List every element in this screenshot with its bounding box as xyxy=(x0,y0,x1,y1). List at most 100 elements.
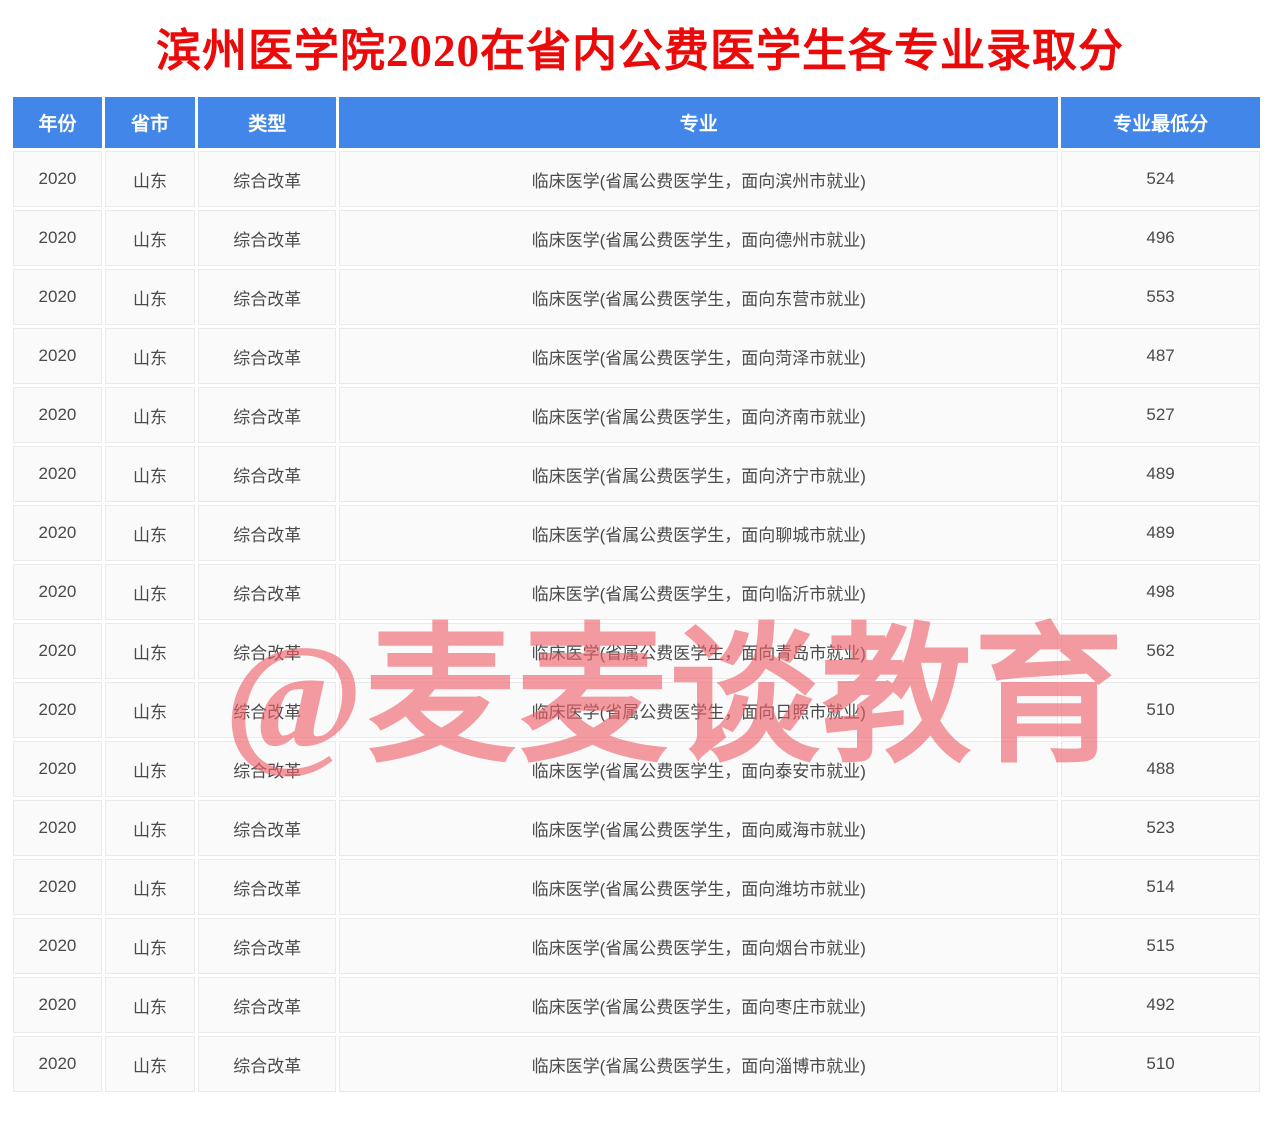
header-row: 年份 省市 类型 专业 专业最低分 xyxy=(13,97,1260,148)
cell-type: 综合改革 xyxy=(198,977,337,1033)
table-row: 2020 山东 综合改革 临床医学(省属公费医学生，面向滨州市就业) 524 xyxy=(13,151,1260,207)
cell-province: 山东 xyxy=(104,564,196,620)
table-row: 2020 山东 综合改革 临床医学(省属公费医学生，面向日照市就业) 510 xyxy=(13,682,1260,738)
cell-score: 492 xyxy=(1061,977,1260,1033)
cell-year: 2020 xyxy=(13,800,102,856)
cell-type: 综合改革 xyxy=(198,269,337,325)
cell-score: 487 xyxy=(1061,328,1260,384)
cell-year: 2020 xyxy=(13,564,102,620)
table-row: 2020 山东 综合改革 临床医学(省属公费医学生，面向威海市就业) 523 xyxy=(13,800,1260,856)
table-body: 2020 山东 综合改革 临床医学(省属公费医学生，面向滨州市就业) 524 2020 山东… xyxy=(13,151,1260,1092)
cell-score: 514 xyxy=(1061,859,1260,915)
column-header-type: 类型 xyxy=(198,97,337,148)
cell-major: 临床医学(省属公费医学生，面向潍坊市就业) xyxy=(339,859,1059,915)
cell-major: 临床医学(省属公费医学生，面向滨州市就业) xyxy=(339,151,1059,207)
cell-type: 综合改革 xyxy=(198,564,337,620)
cell-score: 510 xyxy=(1061,1036,1260,1092)
admission-score-table: 年份 省市 类型 专业 专业最低分 2020 山东 综合改革 临床医学(省属公费医学生… xyxy=(10,94,1263,1095)
cell-score: 498 xyxy=(1061,564,1260,620)
column-header-major: 专业 xyxy=(339,97,1059,148)
cell-province: 山东 xyxy=(104,446,196,502)
cell-province: 山东 xyxy=(104,151,196,207)
table-row: 2020 山东 综合改革 临床医学(省属公费医学生，面向德州市就业) 496 xyxy=(13,210,1260,266)
table-row: 2020 山东 综合改革 临床医学(省属公费医学生，面向泰安市就业) 488 xyxy=(13,741,1260,797)
cell-year: 2020 xyxy=(13,505,102,561)
cell-major: 临床医学(省属公费医学生，面向济南市就业) xyxy=(339,387,1059,443)
cell-year: 2020 xyxy=(13,977,102,1033)
cell-major: 临床医学(省属公费医学生，面向德州市就业) xyxy=(339,210,1059,266)
table-row: 2020 山东 综合改革 临床医学(省属公费医学生，面向淄博市就业) 510 xyxy=(13,1036,1260,1092)
cell-province: 山东 xyxy=(104,977,196,1033)
table-row: 2020 山东 综合改革 临床医学(省属公费医学生，面向潍坊市就业) 514 xyxy=(13,859,1260,915)
cell-score: 496 xyxy=(1061,210,1260,266)
cell-score: 489 xyxy=(1061,505,1260,561)
cell-score: 562 xyxy=(1061,623,1260,679)
column-header-province: 省市 xyxy=(104,97,196,148)
cell-year: 2020 xyxy=(13,623,102,679)
cell-major: 临床医学(省属公费医学生，面向日照市就业) xyxy=(339,682,1059,738)
cell-province: 山东 xyxy=(104,741,196,797)
cell-type: 综合改革 xyxy=(198,682,337,738)
cell-province: 山东 xyxy=(104,505,196,561)
column-header-min-score: 专业最低分 xyxy=(1061,97,1260,148)
cell-score: 553 xyxy=(1061,269,1260,325)
table-row: 2020 山东 综合改革 临床医学(省属公费医学生，面向东营市就业) 553 xyxy=(13,269,1260,325)
cell-major: 临床医学(省属公费医学生，面向青岛市就业) xyxy=(339,623,1059,679)
cell-major: 临床医学(省属公费医学生，面向聊城市就业) xyxy=(339,505,1059,561)
cell-score: 523 xyxy=(1061,800,1260,856)
cell-major: 临床医学(省属公费医学生，面向东营市就业) xyxy=(339,269,1059,325)
cell-type: 综合改革 xyxy=(198,446,337,502)
table-row: 2020 山东 综合改革 临床医学(省属公费医学生，面向菏泽市就业) 487 xyxy=(13,328,1260,384)
cell-province: 山东 xyxy=(104,918,196,974)
cell-province: 山东 xyxy=(104,859,196,915)
table-header: 年份 省市 类型 专业 专业最低分 xyxy=(13,97,1260,148)
cell-province: 山东 xyxy=(104,328,196,384)
cell-year: 2020 xyxy=(13,328,102,384)
cell-province: 山东 xyxy=(104,682,196,738)
cell-major: 临床医学(省属公费医学生，面向临沂市就业) xyxy=(339,564,1059,620)
cell-score: 515 xyxy=(1061,918,1260,974)
cell-type: 综合改革 xyxy=(198,387,337,443)
cell-major: 临床医学(省属公费医学生，面向威海市就业) xyxy=(339,800,1059,856)
cell-score: 527 xyxy=(1061,387,1260,443)
cell-major: 临床医学(省属公费医学生，面向枣庄市就业) xyxy=(339,977,1059,1033)
table-row: 2020 山东 综合改革 临床医学(省属公费医学生，面向青岛市就业) 562 xyxy=(13,623,1260,679)
cell-score: 488 xyxy=(1061,741,1260,797)
cell-score: 510 xyxy=(1061,682,1260,738)
cell-major: 临床医学(省属公费医学生，面向淄博市就业) xyxy=(339,1036,1059,1092)
table-row: 2020 山东 综合改革 临床医学(省属公费医学生，面向枣庄市就业) 492 xyxy=(13,977,1260,1033)
cell-major: 临床医学(省属公费医学生，面向济宁市就业) xyxy=(339,446,1059,502)
cell-year: 2020 xyxy=(13,741,102,797)
cell-province: 山东 xyxy=(104,1036,196,1092)
cell-province: 山东 xyxy=(104,800,196,856)
cell-type: 综合改革 xyxy=(198,210,337,266)
cell-year: 2020 xyxy=(13,859,102,915)
cell-type: 综合改革 xyxy=(198,800,337,856)
cell-province: 山东 xyxy=(104,210,196,266)
cell-province: 山东 xyxy=(104,269,196,325)
cell-score: 524 xyxy=(1061,151,1260,207)
cell-type: 综合改革 xyxy=(198,1036,337,1092)
cell-type: 综合改革 xyxy=(198,328,337,384)
column-header-year: 年份 xyxy=(13,97,102,148)
cell-type: 综合改革 xyxy=(198,741,337,797)
table-row: 2020 山东 综合改革 临床医学(省属公费医学生，面向临沂市就业) 498 xyxy=(13,564,1260,620)
cell-type: 综合改革 xyxy=(198,151,337,207)
page-title: 滨州医学院2020在省内公费医学生各专业录取分 xyxy=(155,26,1124,76)
cell-type: 综合改革 xyxy=(198,918,337,974)
table-row: 2020 山东 综合改革 临床医学(省属公费医学生，面向济南市就业) 527 xyxy=(13,387,1260,443)
cell-major: 临床医学(省属公费医学生，面向烟台市就业) xyxy=(339,918,1059,974)
cell-type: 综合改革 xyxy=(198,859,337,915)
cell-year: 2020 xyxy=(13,1036,102,1092)
table-row: 2020 山东 综合改革 临床医学(省属公费医学生，面向聊城市就业) 489 xyxy=(13,505,1260,561)
cell-type: 综合改革 xyxy=(198,623,337,679)
cell-year: 2020 xyxy=(13,682,102,738)
cell-year: 2020 xyxy=(13,387,102,443)
cell-year: 2020 xyxy=(13,151,102,207)
cell-year: 2020 xyxy=(13,210,102,266)
cell-province: 山东 xyxy=(104,387,196,443)
table-row: 2020 山东 综合改革 临床医学(省属公费医学生，面向济宁市就业) 489 xyxy=(13,446,1260,502)
table-row: 2020 山东 综合改革 临床医学(省属公费医学生，面向烟台市就业) 515 xyxy=(13,918,1260,974)
cell-type: 综合改革 xyxy=(198,505,337,561)
cell-year: 2020 xyxy=(13,269,102,325)
